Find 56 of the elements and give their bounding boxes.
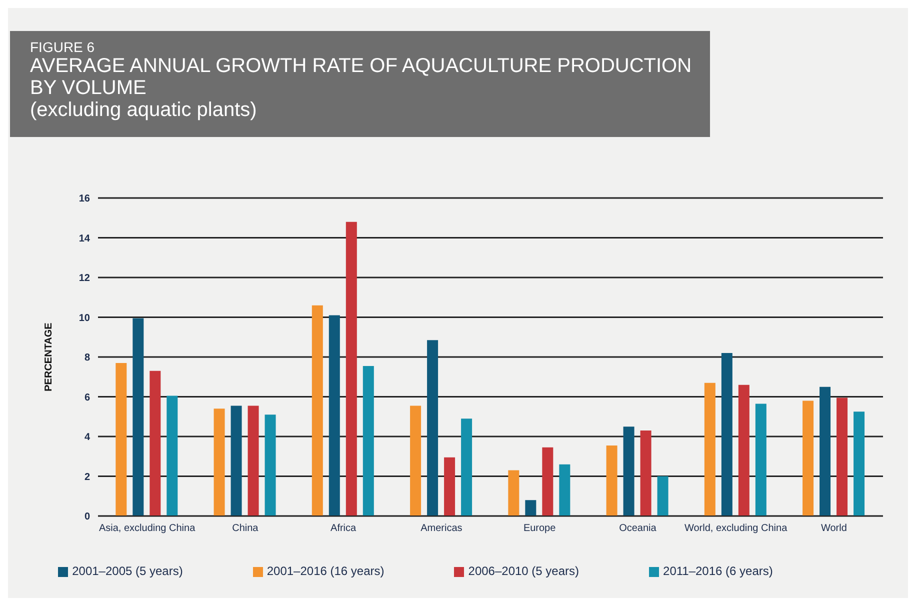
y-tick-label: 2 (84, 472, 90, 483)
x-tick-label: World, excluding China (684, 523, 788, 534)
bar (150, 370, 161, 516)
bar (508, 470, 520, 516)
bar (640, 430, 652, 516)
bar (802, 400, 814, 516)
bar (657, 476, 668, 516)
x-tick-label: World (820, 523, 847, 534)
legend-label: 2011–2016 (6 years) (663, 564, 773, 578)
y-tick-label: 14 (78, 233, 90, 244)
bar (362, 366, 374, 516)
x-tick-label: Americas (420, 523, 462, 534)
bar (116, 362, 127, 516)
chart-title: FIGURE 6 (30, 39, 96, 55)
x-tick-label: Europe (523, 523, 556, 534)
y-tick-label: 8 (84, 352, 90, 364)
y-tick-label: 4 (84, 432, 90, 444)
bar (623, 426, 634, 516)
bar (312, 305, 323, 516)
bar (542, 447, 554, 516)
legend-label: 2006–2010 (5 years) (468, 564, 580, 578)
bar (559, 464, 570, 516)
legend-label: 2001–2016 (16 years) (266, 564, 384, 578)
y-tick-label: 6 (84, 392, 90, 404)
bar (854, 412, 865, 516)
bar (444, 457, 456, 516)
y-tick-label: 0 (84, 512, 90, 523)
x-tick-label: Africa (330, 523, 357, 534)
bar (427, 340, 438, 516)
bar (721, 353, 732, 516)
bar (410, 406, 422, 516)
x-tick-label: China (232, 523, 259, 534)
bar (461, 418, 472, 516)
bar (346, 222, 357, 516)
bar (166, 396, 178, 516)
bar (264, 414, 276, 516)
x-tick-label: Oceania (619, 523, 657, 534)
bar (214, 408, 225, 516)
y-tick-label: 16 (78, 194, 90, 205)
bar (606, 445, 618, 516)
bar (230, 406, 242, 516)
bar (328, 315, 340, 516)
legend-label: 2001–2005 (5 years) (72, 564, 183, 578)
x-tick-label: Asia, excluding China (98, 523, 196, 534)
bar (704, 382, 716, 516)
bar (820, 386, 831, 516)
bar (755, 404, 766, 516)
y-axis-title: PERCENTAGE (44, 322, 55, 392)
y-tick-label: 10 (78, 312, 90, 324)
bar (248, 406, 259, 516)
bar (836, 398, 848, 516)
y-tick-label: 12 (78, 273, 90, 284)
chart-subtitle: AVERAGE ANNUAL GROWTH RATE OF AQUACULTURE PRODUCTION BY VOLUME (excluding aquatic plants) (30, 55, 693, 121)
bar (738, 384, 750, 516)
bar (525, 500, 536, 516)
bar (132, 318, 144, 516)
